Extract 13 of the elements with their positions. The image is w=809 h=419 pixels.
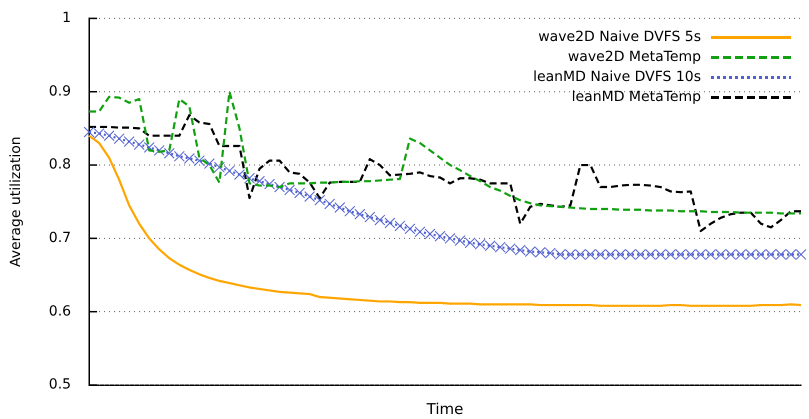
legend-label: wave2D MetaTemp	[568, 48, 701, 68]
y-tick-label: 1	[62, 10, 72, 26]
y-tick-label: 0.7	[48, 230, 72, 246]
legend-label: wave2D Naive DVFS 5s	[538, 28, 701, 48]
y-tick-label: 0.5	[48, 376, 72, 393]
line-series	[88, 90, 802, 215]
y-tick-label: 0.8	[48, 156, 72, 173]
x-axis-title: Time	[426, 400, 464, 418]
y-axis-title: Average utilization	[8, 136, 24, 268]
y-tick-label: 0.9	[48, 83, 72, 100]
legend-label: leanMD MetaTemp	[572, 88, 701, 108]
y-tick-label: 0.6	[48, 303, 72, 320]
legend-label: leanMD Naive DVFS 10s	[533, 68, 701, 88]
